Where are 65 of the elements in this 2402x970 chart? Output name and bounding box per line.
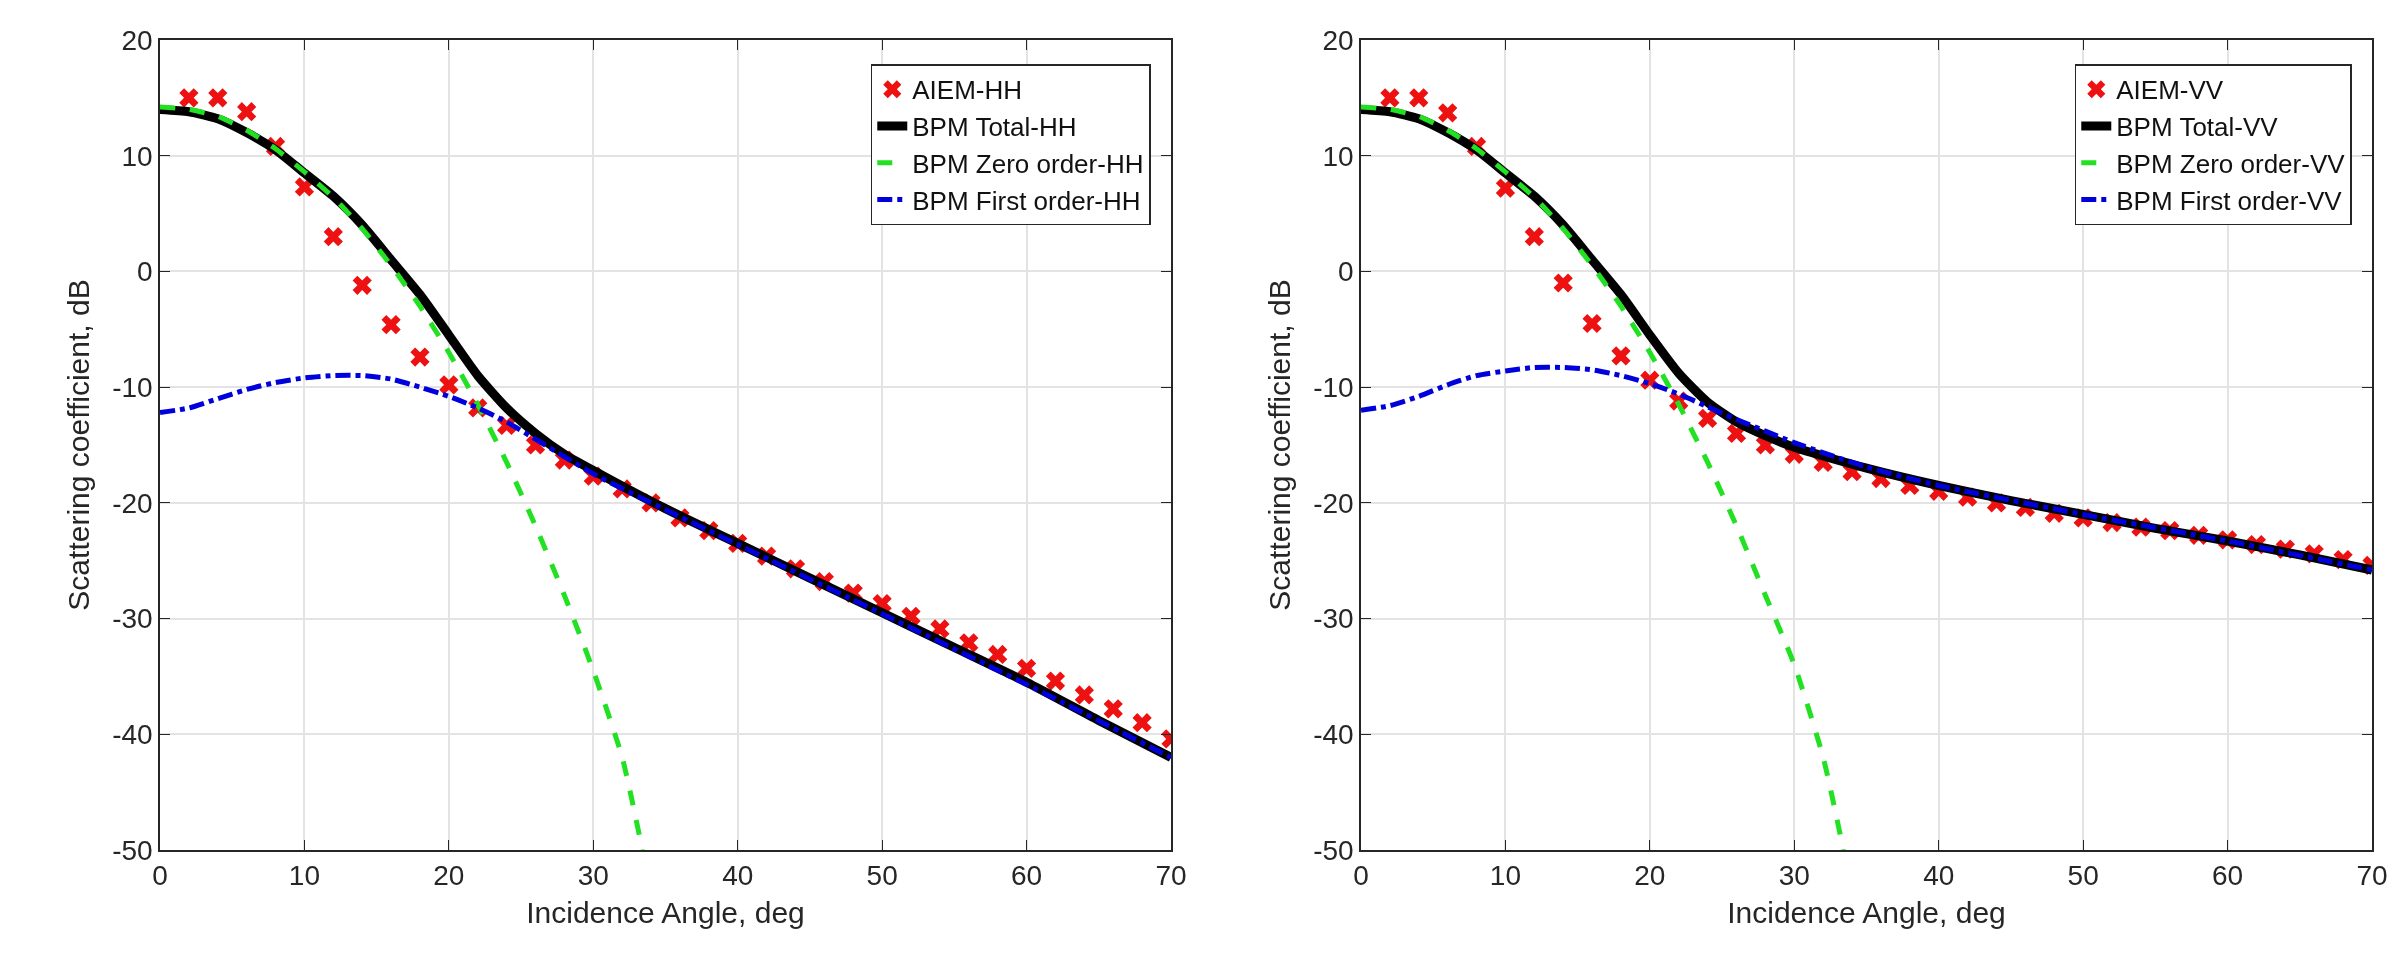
point: [1380, 88, 1400, 108]
x-tick-label: 10: [1489, 860, 1522, 892]
y-tick-label: -50: [1313, 834, 1354, 866]
point: [1524, 227, 1544, 247]
x-tick-label: 20: [433, 860, 465, 892]
point: [1016, 658, 1037, 678]
legend-label: AIEM-HH: [912, 75, 1023, 106]
legend-label: BPM Zero order-VV: [2116, 148, 2346, 179]
y-axis-title: Scattering coefficient, dB: [1262, 279, 1296, 611]
x-tick-label: 70: [1155, 860, 1187, 892]
point: [352, 275, 372, 295]
point: [1409, 88, 1429, 108]
legend-label: BPM First order-HH: [912, 185, 1141, 216]
point: [381, 315, 401, 335]
legend-label: BPM Total-HH: [912, 112, 1077, 143]
legend-label: BPM First order-VV: [2116, 185, 2343, 216]
y-tick-label: 10: [121, 140, 153, 172]
point: [323, 227, 343, 247]
y-tick-label: -20: [1313, 487, 1354, 519]
point: [1438, 103, 1458, 123]
y-tick-label: 0: [1338, 256, 1354, 288]
y-tick-label: -10: [1313, 371, 1354, 403]
x-tick-label: 70: [2356, 860, 2388, 892]
y-tick-label: 10: [1322, 140, 1354, 172]
x-tick-label: 60: [2211, 860, 2244, 892]
point: [1045, 671, 1066, 691]
x-tick-label: 40: [722, 860, 754, 892]
x-tick-label: 40: [1923, 860, 1955, 892]
y-tick-label: -30: [112, 603, 153, 635]
y-tick-label: -40: [1313, 719, 1354, 751]
x-tick-label: 10: [288, 860, 321, 892]
point: [1132, 713, 1152, 733]
legend-label: AIEM-VV: [2116, 75, 2224, 106]
point: [1611, 346, 1631, 366]
x-tick-label: 30: [577, 860, 609, 892]
point: [988, 644, 1008, 665]
legend-label: BPM Zero order-HH: [912, 148, 1144, 179]
point: [1698, 408, 1718, 429]
y-axis-title: Scattering coefficient, dB: [61, 279, 95, 611]
point: [237, 102, 257, 122]
legend-label: BPM Total-VV: [2116, 112, 2279, 143]
point: [179, 88, 199, 108]
point: [208, 88, 228, 108]
point: [1553, 273, 1573, 293]
x-tick-label: 50: [866, 860, 898, 892]
y-tick-label: 0: [137, 256, 153, 288]
y-tick-label: -50: [112, 834, 153, 866]
y-tick-label: -40: [112, 719, 153, 751]
x-tick-label: 50: [2067, 860, 2099, 892]
point: [1495, 178, 1516, 198]
point: [410, 347, 430, 367]
point: [1103, 699, 1123, 719]
y-tick-label: 20: [121, 24, 153, 56]
y-tick-label: -10: [112, 371, 153, 403]
point: [1582, 313, 1602, 334]
x-tick-label: 20: [1634, 860, 1666, 892]
point: [439, 375, 459, 395]
x-axis-title: Incidence Angle, deg: [526, 896, 805, 930]
y-tick-label: -20: [112, 487, 153, 519]
y-tick-label: -30: [1313, 603, 1354, 635]
x-tick-label: 60: [1010, 860, 1043, 892]
x-tick-label: 30: [1778, 860, 1810, 892]
point: [1074, 685, 1094, 705]
x-axis-title: Incidence Angle, deg: [1727, 896, 2006, 930]
y-tick-label: 20: [1322, 24, 1354, 56]
